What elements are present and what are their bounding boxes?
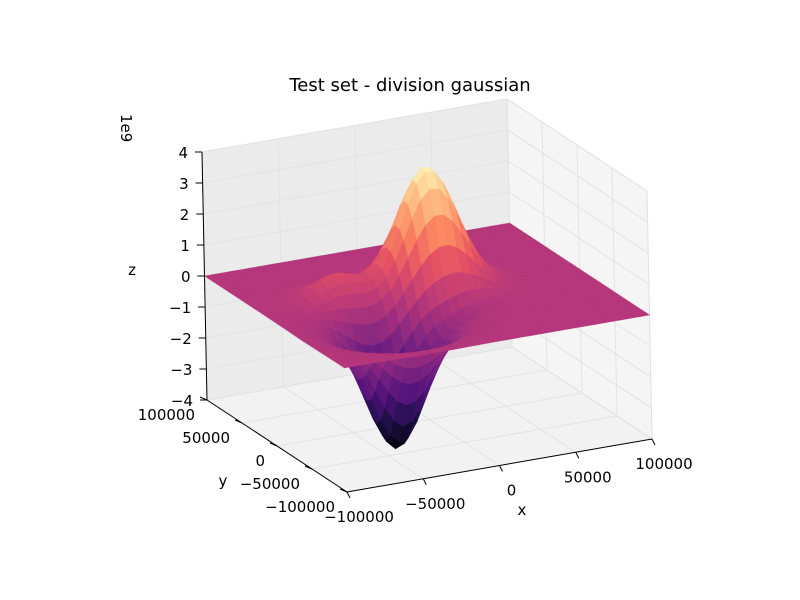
z-tick-label: 2 [180,206,190,224]
z-tick-label: −1 [169,299,191,317]
y-tick [339,488,348,493]
z-gridline [202,129,648,223]
x-tick [422,478,427,485]
z-tick-label: 4 [178,144,188,162]
y-tick-label: 50000 [182,429,230,447]
y-tick [234,419,243,424]
x-tick [651,438,656,446]
z-tick-label: 0 [181,268,191,286]
z-gridline [201,98,648,192]
x-tick [575,452,580,459]
y-tick-labels: −100000 −50000 0 50000 100000 [138,406,335,516]
x-tick-label: −50000 [405,495,465,513]
y-tick-label: 100000 [138,406,195,424]
y-tick-label: 0 [255,452,265,470]
z-tick-label: −2 [170,330,192,348]
x-tick-label: 100000 [635,455,692,473]
z-tick-label: −4 [171,392,193,410]
z-tick-label: −3 [170,361,192,379]
tick-marks [195,151,656,499]
chart-title: Test set - division gaussian [288,75,530,96]
z-tick-label: 3 [179,175,189,193]
z-gridline [206,346,653,440]
surface-mesh [203,167,651,450]
surface-face [635,311,651,317]
z-gridline [203,160,649,254]
x-tick [346,491,351,499]
y-tick [304,465,313,470]
x-tick-label: 50000 [564,468,612,486]
y-tick [269,442,278,447]
z-gridline [203,191,650,285]
x-tick-label: −100000 [324,508,394,526]
z-offset-label: 1e9 [117,114,135,142]
x-tick-label: 0 [507,482,517,500]
y-tick-label: −100000 [265,498,335,516]
z-tick-label: 1 [180,237,190,255]
z-tick-labels: −4 −3 −2 −1 0 1 2 3 4 [169,144,193,410]
y-tick-label: −50000 [240,475,300,493]
z-axis-label: z [128,261,136,279]
x-axis-label: x [518,501,527,519]
y-axis-label: y [219,472,228,490]
x-tick-labels: −100000 −50000 0 50000 100000 [324,455,693,526]
x-tick [499,465,503,472]
